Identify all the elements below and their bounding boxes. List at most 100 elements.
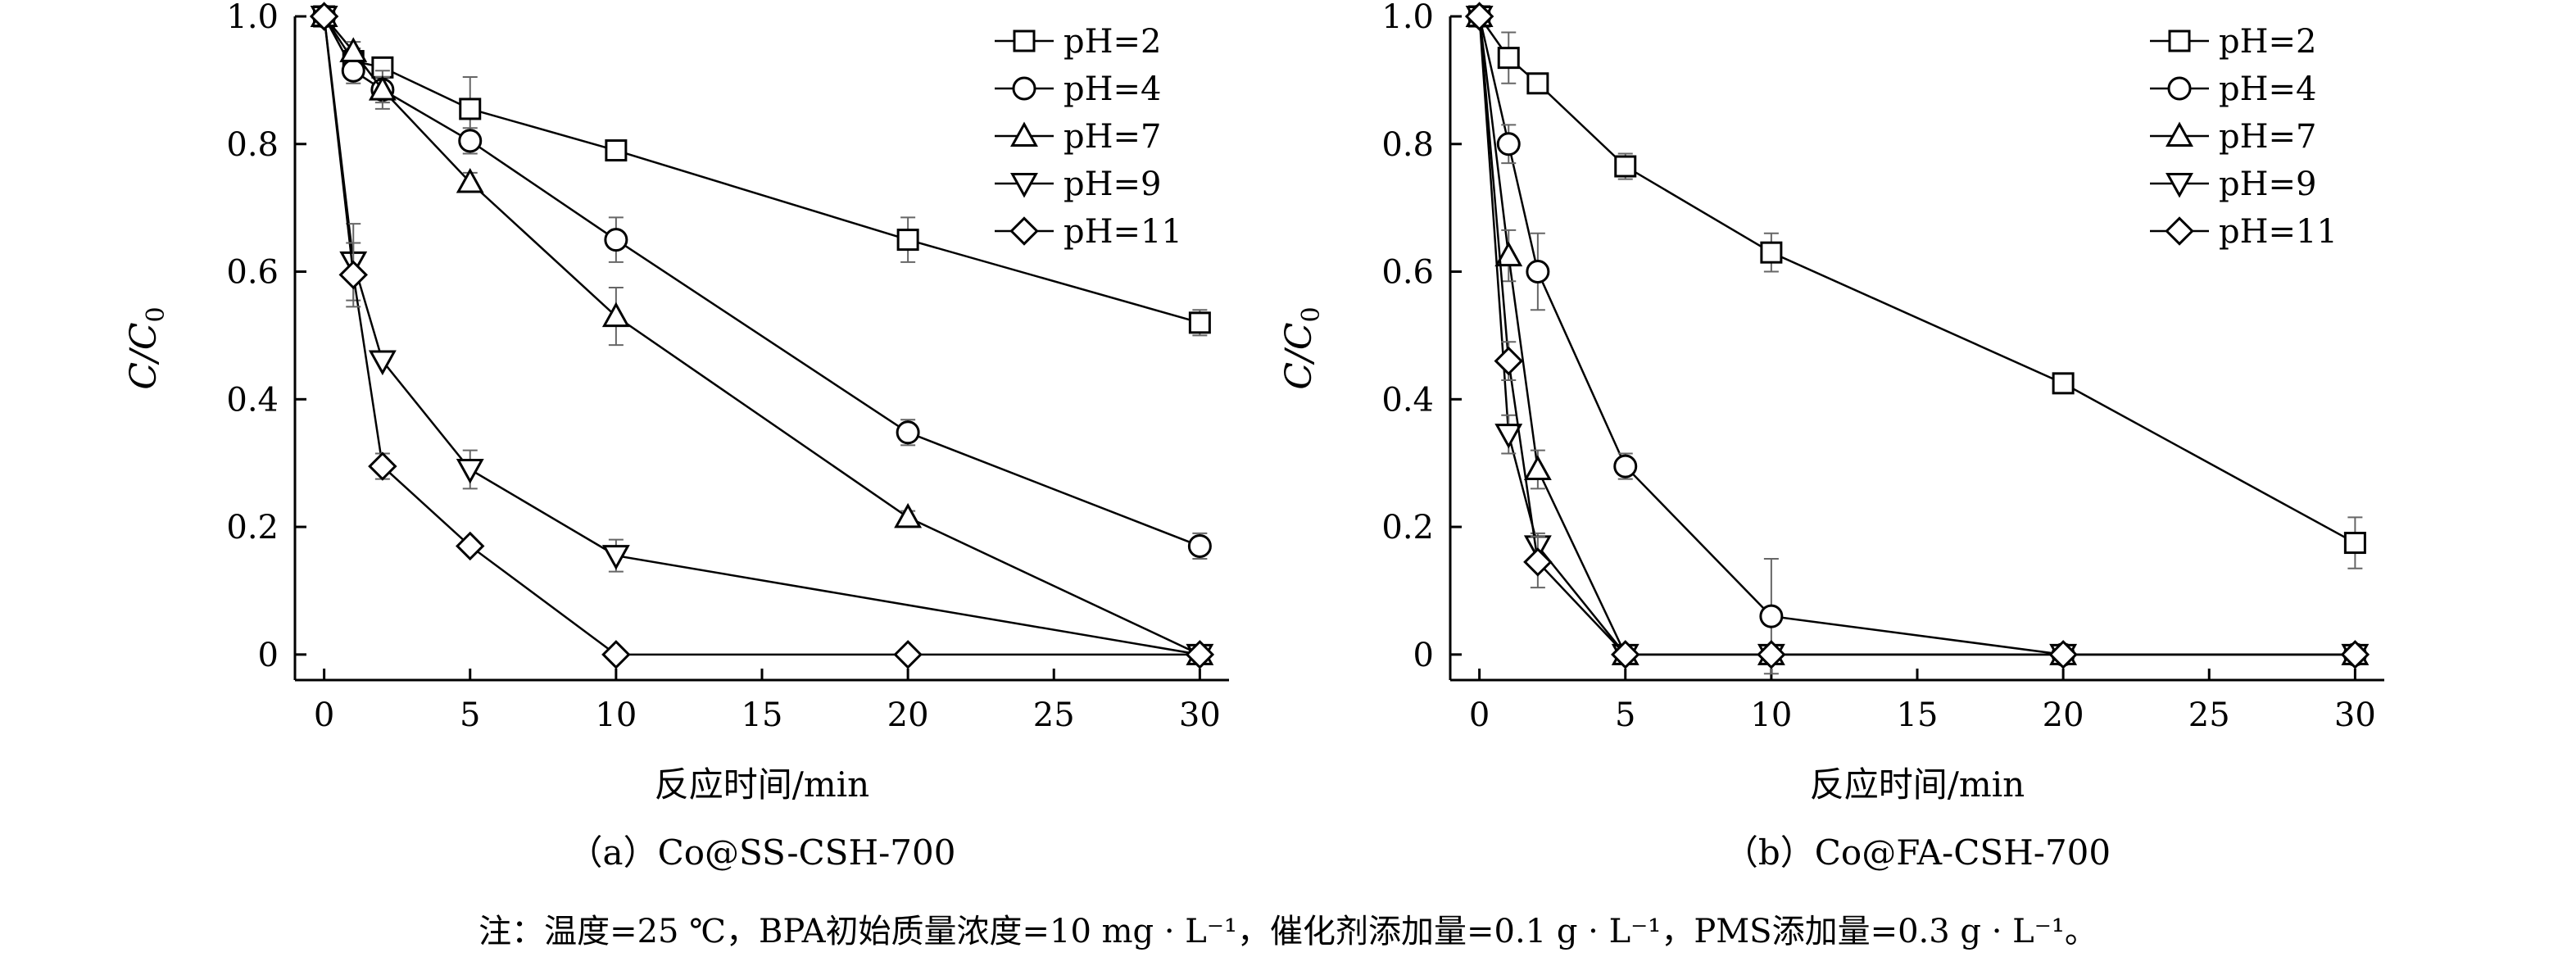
data-point — [1187, 533, 1212, 558]
legend-label: pH=9 — [1064, 166, 1161, 203]
data-point — [1757, 640, 1786, 669]
legend-item: pH=11 — [995, 213, 1182, 251]
chart-a-x-tick-label: 5 — [460, 696, 480, 734]
data-point — [339, 37, 368, 62]
chart-a-x-tick-label: 25 — [1033, 696, 1075, 734]
chart-a-y-tick-label: 0.2 — [226, 509, 279, 547]
data-point — [1614, 155, 1637, 178]
chart-b-x-axis-label: 反应时间/min — [1810, 764, 2025, 805]
chart-b-x-tick-label: 30 — [2334, 696, 2376, 734]
chart-b-x-tick-label: 10 — [1750, 696, 1792, 734]
chart-b-x-tick-label: 15 — [1897, 696, 1939, 734]
legend-marker — [2166, 121, 2193, 147]
chart-b-co-fa-csh-700: 0 5 10 15 20 25 30 0 0.2 0.4 0.6 0.8 1.0 反应时间/min C/C0… — [1278, 0, 2384, 873]
footnote: 注：温度=25 ℃，BPA初始质量浓度=10 mg · L⁻¹，催化剂添加量=0… — [478, 913, 2098, 950]
chart-b-y-tick-label: 0.2 — [1381, 509, 1434, 547]
legend-item: pH=4 — [2150, 70, 2316, 108]
legend-item: pH=9 — [995, 166, 1161, 203]
data-point — [458, 129, 483, 153]
data-point — [456, 168, 484, 193]
legend-label: pH=2 — [1064, 23, 1161, 61]
legend-marker — [1009, 216, 1039, 246]
chart-a-legend: pH=2 pH=4 pH=7 pH=9 pH=11 — [995, 23, 1182, 251]
chart-a-x-tick-label: 10 — [595, 696, 637, 734]
data-point — [1185, 640, 1215, 669]
data-point — [456, 531, 485, 561]
legend-label: pH=11 — [2219, 213, 2338, 251]
data-point — [896, 420, 920, 445]
data-point — [1496, 132, 1521, 156]
data-point — [341, 58, 365, 83]
data-point — [1613, 454, 1638, 478]
legend-item: pH=4 — [995, 70, 1161, 108]
chart-a-x-tick-label: 15 — [742, 696, 783, 734]
legend-item: pH=2 — [995, 23, 1161, 61]
chart-b-y-tick-label: 0 — [1413, 637, 1434, 674]
legend-item: pH=11 — [2150, 213, 2338, 251]
data-point — [894, 502, 923, 528]
legend-label: pH=2 — [2219, 23, 2316, 61]
chart-a-y-axis-label: C/C0 — [123, 306, 170, 389]
chart-b-y-tick-label: 0.6 — [1381, 254, 1434, 292]
legend-marker — [1010, 121, 1038, 147]
data-point — [1760, 241, 1783, 264]
legend-label: pH=4 — [1064, 70, 1161, 108]
data-point — [1464, 2, 1494, 31]
data-point — [1526, 72, 1549, 95]
data-point — [338, 260, 368, 290]
chart-b-caption: （b）Co@FA-CSH-700 — [1724, 832, 2111, 873]
chart-a-y-tick-label: 0 — [258, 637, 279, 674]
chart-a-caption: （a）Co@SS-CSH-700 — [569, 832, 956, 873]
chart-a-x-axis-label: 反应时间/min — [655, 764, 869, 805]
series-line — [1478, 16, 2356, 656]
data-point — [1497, 47, 1520, 70]
legend-marker — [1010, 172, 1038, 198]
chart-a-series-pH11 — [309, 2, 1215, 669]
chart-b-y-axis-label: C/C0 — [1278, 306, 1326, 389]
legend-item: pH=7 — [995, 118, 1161, 156]
chart-a-y-tick-label: 0.4 — [226, 381, 279, 419]
data-point — [601, 302, 630, 328]
legend-label: pH=7 — [2219, 118, 2316, 156]
chart-b-x-tick-label: 25 — [2188, 696, 2230, 734]
legend-item: pH=7 — [2150, 118, 2316, 156]
chart-a-x-tick-label: 30 — [1179, 696, 1221, 734]
chart-b-series-pH11 — [1464, 2, 2370, 669]
data-point — [1188, 311, 1211, 334]
series-line — [323, 16, 1200, 656]
chart-b-x-tick-label: 0 — [1469, 696, 1490, 734]
data-point — [896, 229, 919, 252]
chart-b-x-tick-label: 5 — [1615, 696, 1635, 734]
data-point — [601, 640, 631, 669]
chart-a-y-tick-label: 0.8 — [226, 126, 279, 164]
chart-a-x-tick-label: 0 — [314, 696, 334, 734]
legend-item: pH=2 — [2150, 23, 2316, 61]
data-point — [368, 75, 397, 101]
chart-b-x-tick-label: 20 — [2043, 696, 2084, 734]
data-point — [309, 2, 339, 31]
legend-label: pH=9 — [2219, 166, 2316, 203]
data-point — [2343, 532, 2366, 555]
data-point — [2048, 640, 2078, 669]
legend-marker — [2165, 216, 2194, 246]
chart-b-y-tick-label: 0.8 — [1381, 126, 1434, 164]
legend-label: pH=7 — [1064, 118, 1161, 156]
legend-label: pH=11 — [1064, 213, 1182, 251]
data-point — [2052, 372, 2075, 395]
data-point — [1526, 260, 1550, 284]
data-point — [1759, 604, 1784, 628]
chart-b-y-tick-label: 1.0 — [1381, 0, 1434, 36]
data-point — [1523, 547, 1553, 577]
data-point — [459, 98, 482, 120]
data-point — [605, 139, 628, 162]
data-point — [456, 458, 484, 484]
chart-a-y-tick-label: 1.0 — [226, 0, 279, 36]
data-point — [2340, 640, 2370, 669]
chart-b-y-tick-label: 0.4 — [1381, 381, 1434, 419]
chart-a-x-tick-label: 20 — [887, 696, 929, 734]
chart-a-co-ss-csh-700: 0 5 10 15 20 25 30 0 0.2 0.4 0.6 0.8 1.0 反应时间/min C/C0… — [123, 0, 1229, 873]
series-line — [1478, 16, 2356, 656]
series-line — [1478, 16, 2356, 656]
legend-marker — [2167, 76, 2192, 101]
